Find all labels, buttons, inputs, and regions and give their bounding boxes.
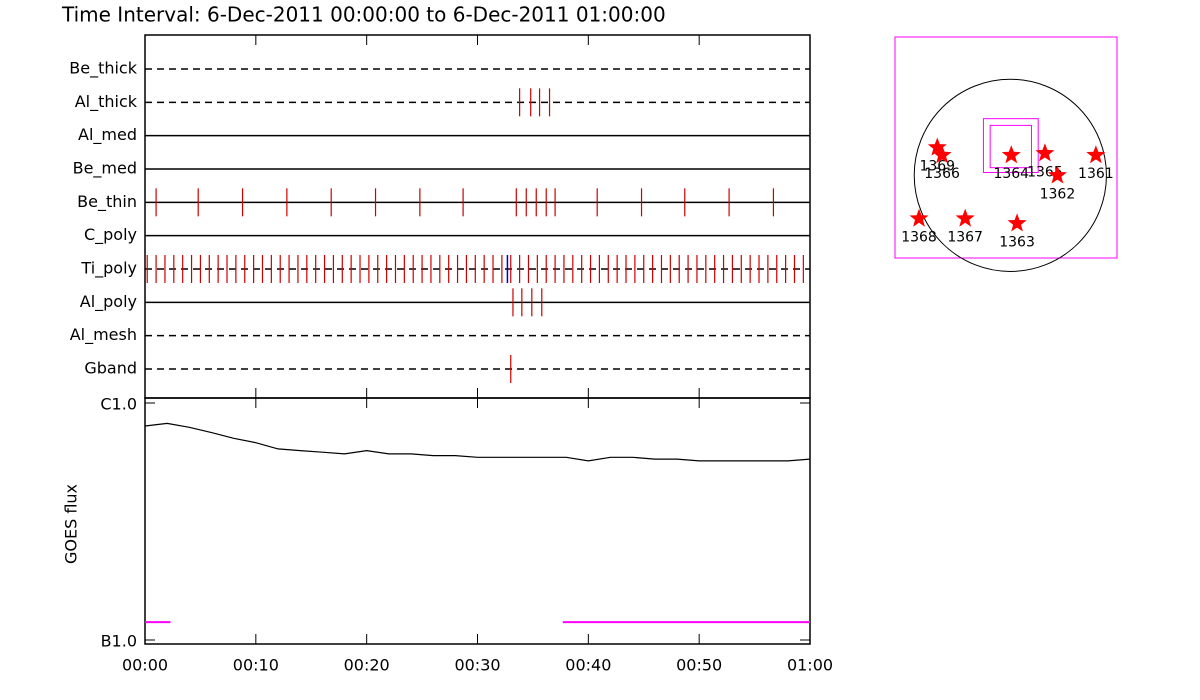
x-tick-label: 00:30 <box>454 656 500 675</box>
region-label: 1369 <box>919 159 955 175</box>
y-tick-label: C1.0 <box>100 395 137 414</box>
region-label: 1368 <box>901 230 937 246</box>
row-label: Al_thick <box>75 92 138 112</box>
row-label: Be_med <box>73 159 137 179</box>
x-tick-label: 01:00 <box>787 656 833 675</box>
region-label: 1363 <box>999 234 1035 250</box>
solar-disk <box>913 78 1107 272</box>
row-label: Gband <box>84 359 137 378</box>
panel-frame <box>144 397 811 645</box>
region-marker <box>932 145 952 164</box>
row-label: Al_med <box>78 125 137 145</box>
x-tick-label: 00:40 <box>565 656 611 675</box>
region-marker <box>1001 145 1021 164</box>
region-marker <box>909 208 929 227</box>
region-label: 1361 <box>1078 166 1114 182</box>
row-label: Be_thin <box>77 192 137 212</box>
map-frame <box>894 36 1118 259</box>
region-label: 1364 <box>993 166 1029 182</box>
fov-box <box>989 124 1032 169</box>
region-marker <box>1086 145 1106 164</box>
chart-title: Time Interval: 6-Dec-2011 00:00:00 to 6-… <box>61 3 666 27</box>
flux-line <box>144 422 811 462</box>
x-tick-label: 00:00 <box>122 656 168 675</box>
region-marker <box>927 137 947 156</box>
y-axis-label: GOES flux <box>62 484 81 564</box>
row-label: Ti_poly <box>80 259 137 279</box>
row-label: Be_thick <box>69 59 137 79</box>
region-marker <box>955 208 975 227</box>
region-marker <box>1007 213 1027 232</box>
row-label: Al_mesh <box>70 325 137 345</box>
row-label: Al_poly <box>80 292 137 312</box>
x-tick-label: 00:50 <box>676 656 722 675</box>
region-label: 1366 <box>924 166 960 182</box>
x-tick-label: 00:10 <box>233 656 279 675</box>
x-tick-label: 00:20 <box>344 656 390 675</box>
row-label: C_poly <box>84 225 137 245</box>
panel-frame <box>144 34 811 399</box>
region-marker <box>1035 143 1055 162</box>
region-label: 1367 <box>947 230 983 246</box>
y-tick-label: B1.0 <box>101 632 137 651</box>
fov-box <box>982 118 1039 173</box>
region-marker <box>1047 165 1067 184</box>
region-label: 1362 <box>1040 186 1076 202</box>
